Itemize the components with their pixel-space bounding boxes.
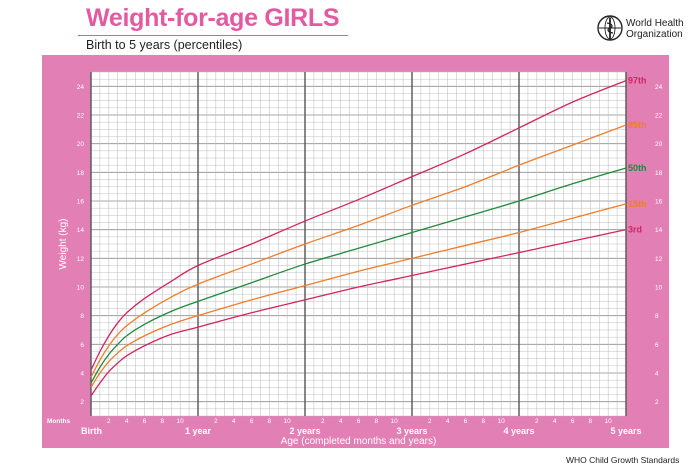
who-emblem-icon [597,15,623,41]
x-year-label: 5 years [610,426,641,436]
x-month-tick: 2 [214,418,218,425]
x-month-tick: 10 [284,418,292,425]
x-month-tick: 8 [375,418,379,425]
series-label-50th: 50th [628,163,647,173]
y-axis-title: Weight (kg) [58,219,69,270]
curve-3rd [90,229,627,397]
who-org-name: World Health Organization [626,18,684,40]
x-month-tick: 4 [446,418,450,425]
x-month-tick: 10 [498,418,506,425]
y-tick-right: 8 [655,313,659,320]
curve-15th [90,203,627,388]
y-tick-right: 4 [655,371,659,378]
x-month-tick: 8 [268,418,272,425]
y-tick-right: 22 [655,113,663,120]
x-month-tick: 6 [250,418,254,425]
y-tick-left: 18 [77,170,85,177]
x-month-tick: 4 [553,418,557,425]
x-month-tick: 10 [605,418,613,425]
x-month-tick: 6 [571,418,575,425]
y-tick-left: 24 [77,84,85,91]
y-tick-left: 12 [77,256,85,263]
y-tick-left: 20 [77,141,85,148]
org-line-2: Organization [626,29,683,40]
y-tick-right: 24 [655,84,663,91]
y-tick-left: 6 [80,342,84,349]
y-tick-left: 4 [80,371,84,378]
x-month-tick: 2 [107,418,111,425]
page-title: Weight-for-age GIRLS [86,4,340,32]
x-month-tick: 8 [589,418,593,425]
x-year-label: 1 year [185,426,212,436]
y-tick-left: 22 [77,113,85,120]
y-tick-left: 14 [77,227,85,234]
percentile-curves: 97th 85th 50th 15th 3rd [90,76,647,397]
x-month-tick: 6 [464,418,468,425]
y-tick-right: 20 [655,141,663,148]
series-label-3rd: 3rd [628,225,642,235]
curve-50th [90,167,627,384]
y-tick-left: 2 [80,399,84,406]
y-tick-right: 12 [655,256,663,263]
footer-credit: WHO Child Growth Standards [566,455,680,465]
title-underline [78,35,348,36]
x-month-tick: 8 [161,418,165,425]
x-month-tick: 4 [232,418,236,425]
x-month-tick: 2 [535,418,539,425]
series-label-15th: 15th [628,199,647,209]
org-line-1: World Health [626,18,684,29]
y-tick-right: 6 [655,342,659,349]
x-month-tick: 4 [125,418,129,425]
x-month-tick: 8 [482,418,486,425]
x-month-tick: 4 [339,418,343,425]
y-tick-right: 10 [655,285,663,292]
x-month-tick: 6 [143,418,147,425]
y-tick-right: 18 [655,170,663,177]
months-label: Months [47,418,70,425]
series-label-97th: 97th [628,76,647,86]
x-month-tick: 2 [428,418,432,425]
curve-85th [90,124,627,378]
y-tick-right: 16 [655,199,663,206]
y-tick-right: 14 [655,227,663,234]
curve-97th [90,79,627,371]
y-tick-left: 10 [77,285,85,292]
x-year-label: 2 years [289,426,320,436]
x-year-label: 3 years [396,426,427,436]
grid-lines [90,71,627,417]
series-label-85th: 85th [628,120,647,130]
y-tick-left: 8 [80,313,84,320]
x-month-tick: 2 [321,418,325,425]
x-year-label: Birth [81,426,102,436]
y-tick-left: 16 [77,199,85,206]
x-year-label: 4 years [503,426,534,436]
x-month-tick: 10 [391,418,399,425]
y-tick-right: 2 [655,399,659,406]
page-subtitle: Birth to 5 years (percentiles) [86,38,243,52]
x-month-tick: 6 [357,418,361,425]
x-month-tick: 10 [177,418,185,425]
x-axis-title: Age (completed months and years) [281,436,437,447]
